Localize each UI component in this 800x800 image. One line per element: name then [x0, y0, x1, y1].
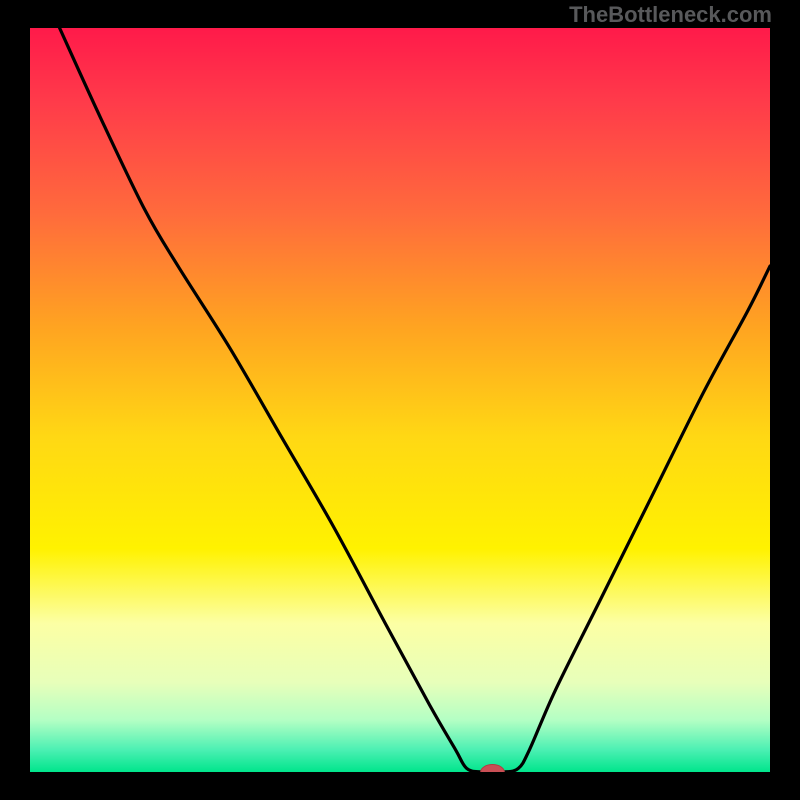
gradient-background — [30, 28, 770, 772]
bottleneck-curve-chart — [30, 28, 770, 772]
watermark-label: TheBottleneck.com — [569, 2, 772, 28]
chart-frame: TheBottleneck.com — [0, 0, 800, 800]
plot-area — [30, 28, 770, 772]
